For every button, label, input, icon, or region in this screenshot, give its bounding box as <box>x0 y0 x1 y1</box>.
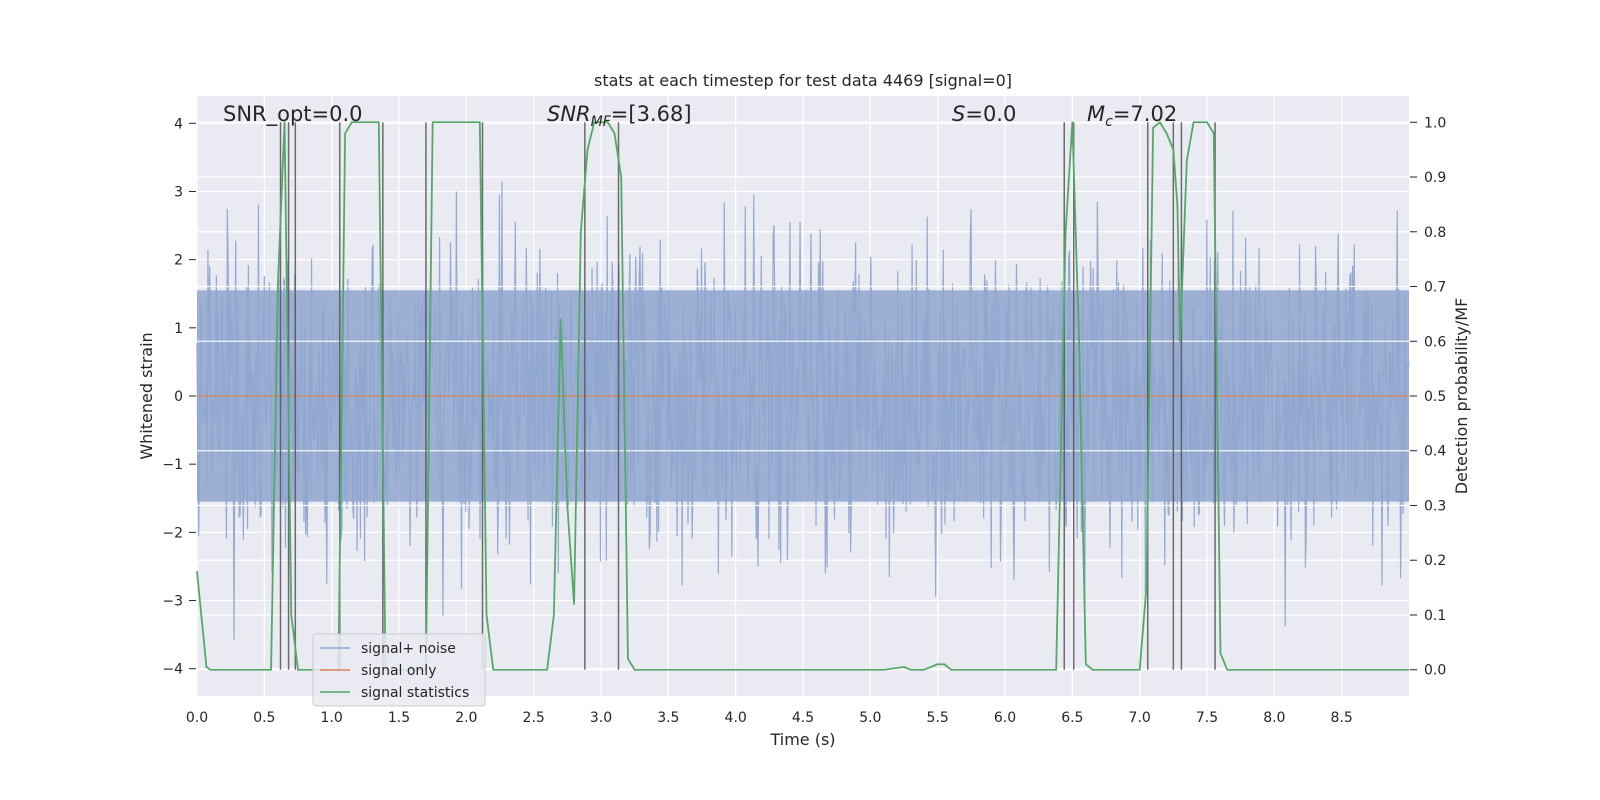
x-tick-label-4: 2.0 <box>455 710 477 726</box>
y-left-tick-label-6: −2 <box>162 525 183 541</box>
y-right-tick-label-10: 0.0 <box>1424 663 1446 679</box>
x-tick-label-12: 6.0 <box>994 710 1016 726</box>
x-axis-label: Time (s) <box>769 730 835 749</box>
y-left-axis-ticks: 4 3 2 1 0 −1 −2 −3 −4 <box>162 116 196 678</box>
chart-title: stats at each timestep for test data 446… <box>594 71 1012 90</box>
y-right-axis-label: Detection probability/MF <box>1452 298 1471 495</box>
x-axis-ticks: 0.0 0.5 1.0 1.5 2.0 2.5 3.0 3.5 4.0 4.5 5.0 5.5 6.0 6… <box>186 710 1353 726</box>
x-tick-label-0: 0.0 <box>186 710 208 726</box>
x-tick-label-5: 2.5 <box>523 710 545 726</box>
y-left-tick-label-3: 1 <box>174 321 183 337</box>
x-tick-label-16: 8.0 <box>1263 710 1285 726</box>
y-right-tick-label-2: 0.8 <box>1424 225 1446 241</box>
x-tick-label-17: 8.5 <box>1331 710 1353 726</box>
noise-line <box>196 181 1410 640</box>
y-right-tick-label-6: 0.4 <box>1424 444 1446 460</box>
x-tick-label-11: 5.5 <box>927 710 949 726</box>
legend-box <box>312 633 486 707</box>
y-right-tick-label-3: 0.7 <box>1424 280 1446 296</box>
x-tick-label-7: 3.5 <box>657 710 679 726</box>
x-tick-label-6: 3.0 <box>590 710 612 726</box>
annotation-snr-mf-sub: MF <box>591 114 612 130</box>
annotation-s-value: =0.0 <box>965 102 1016 126</box>
y-left-tick-label-5: −1 <box>162 457 183 473</box>
x-tick-label-2: 1.0 <box>321 710 343 726</box>
annotation-mc-value: =7.02 <box>1113 102 1177 126</box>
statistics-series <box>196 121 1409 671</box>
annotation-mc-sub: c <box>1105 114 1113 130</box>
x-tick-label-1: 0.5 <box>253 710 275 726</box>
legend: signal+ noise signal only signal statist… <box>312 633 486 707</box>
annotation-mc-main: M <box>1087 102 1105 126</box>
annotation-snr-opt: SNR_opt=0.0 <box>223 102 363 127</box>
legend-label-statistics: signal statistics <box>361 685 469 701</box>
annotation-snr-mf: SNRMF=[3.68] <box>547 102 692 130</box>
x-tick-label-10: 5.0 <box>859 710 881 726</box>
legend-label-noise: signal+ noise <box>361 641 456 657</box>
annotation-s-main: S <box>952 102 965 126</box>
y-left-tick-label-1: 3 <box>174 184 183 200</box>
y-left-axis-label: Whitened strain <box>137 332 156 459</box>
statistics-line <box>196 121 1409 671</box>
annotation-s: S=0.0 <box>952 102 1016 126</box>
annotation-mc: Mc=7.02 <box>1087 102 1177 130</box>
y-right-tick-label-8: 0.2 <box>1424 553 1446 569</box>
y-left-tick-label-0: 4 <box>174 116 183 132</box>
y-left-tick-label-2: 2 <box>174 253 183 269</box>
y-right-axis-ticks: 1.0 0.9 0.8 0.7 0.6 0.5 0.4 0.3 0.2 0.1 0.0 <box>1410 115 1446 679</box>
y-right-tick-label-5: 0.5 <box>1424 389 1446 405</box>
legend-label-signal-only: signal only <box>361 663 436 679</box>
x-tick-label-9: 4.5 <box>792 710 814 726</box>
y-right-tick-label-4: 0.6 <box>1424 334 1446 350</box>
y-left-tick-label-4: 0 <box>174 389 183 405</box>
annotation-snr-mf-value: =[3.68] <box>611 102 692 126</box>
y-right-tick-label-9: 0.1 <box>1424 608 1446 624</box>
x-tick-label-3: 1.5 <box>388 710 410 726</box>
y-right-tick-label-1: 0.9 <box>1424 170 1446 186</box>
x-tick-label-13: 6.5 <box>1061 710 1083 726</box>
y-right-tick-label-7: 0.3 <box>1424 498 1446 514</box>
y-left-tick-label-7: −3 <box>162 594 183 610</box>
x-tick-label-14: 7.0 <box>1129 710 1151 726</box>
annotation-snr-mf-main: SNR <box>547 102 591 126</box>
x-tick-label-8: 4.0 <box>725 710 747 726</box>
y-left-tick-label-8: −4 <box>162 662 183 678</box>
y-right-tick-label-0: 1.0 <box>1424 115 1446 131</box>
x-tick-label-15: 7.5 <box>1196 710 1218 726</box>
